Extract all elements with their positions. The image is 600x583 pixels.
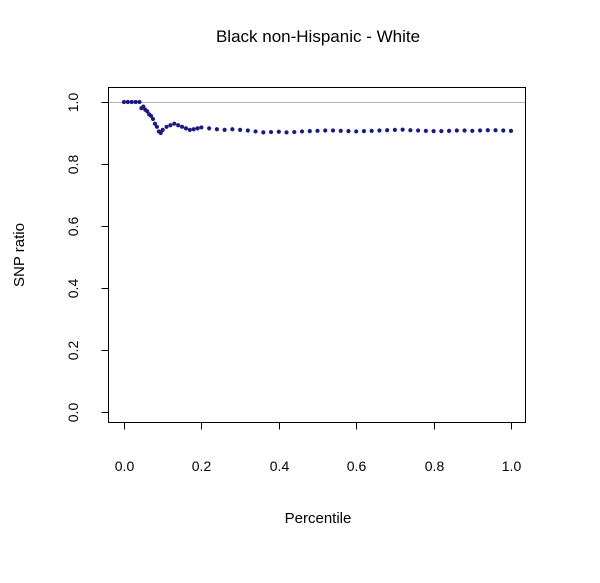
data-point: [207, 126, 212, 131]
data-point: [462, 128, 467, 133]
data-point: [392, 127, 397, 132]
data-point: [261, 130, 266, 135]
data-point: [152, 121, 158, 126]
data-point: [137, 99, 142, 105]
data-point: [238, 127, 243, 132]
data-point: [168, 123, 173, 128]
data-point: [253, 129, 258, 134]
y-axis-title: SNP ratio: [11, 223, 28, 287]
data-point: [195, 126, 200, 131]
data-point: [187, 127, 192, 132]
data-point: [284, 130, 289, 135]
data-point: [214, 127, 219, 132]
data-point: [222, 127, 227, 132]
data-point: [431, 129, 436, 134]
data-point: [477, 128, 483, 133]
data-point: [439, 129, 444, 134]
y-tick-label: 0.6: [65, 217, 81, 237]
data-point: [446, 128, 452, 133]
y-axis: 0.0 0.2 0.4 0.6 0.8 1.0: [65, 93, 109, 423]
x-tick-label: 0.4: [270, 458, 290, 474]
data-point: [191, 127, 196, 132]
y-tick-label: 1.0: [65, 93, 81, 113]
data-point: [299, 129, 305, 134]
data-point: [164, 124, 169, 129]
data-point: [493, 128, 498, 133]
data-point: [354, 129, 359, 134]
data-point: [307, 129, 312, 134]
data-point: [416, 128, 421, 133]
x-axis-title: Percentile: [285, 510, 352, 527]
x-tick-label: 0.6: [347, 458, 367, 474]
data-point: [125, 99, 130, 105]
data-point: [323, 128, 328, 133]
data-point: [199, 125, 204, 130]
data-point: [158, 130, 163, 136]
data-point: [485, 128, 490, 133]
data-point: [338, 128, 343, 133]
chart-title: Black non-Hispanic - White: [216, 27, 420, 46]
y-tick-label: 0.8: [65, 155, 81, 175]
data-point: [172, 121, 177, 126]
data-point: [385, 128, 390, 133]
data-point: [121, 99, 127, 105]
data-point: [330, 128, 336, 133]
data-point: [315, 128, 320, 133]
data-point: [129, 99, 134, 105]
y-tick-label: 0.4: [65, 279, 81, 299]
data-point: [141, 104, 146, 109]
data-point: [369, 128, 374, 133]
data-point: [145, 109, 150, 114]
data-point: [268, 129, 274, 135]
data-point: [176, 123, 181, 128]
plot-frame: [108, 87, 526, 423]
data-point: [245, 128, 250, 133]
data-point: [179, 124, 185, 129]
data-point: [508, 128, 514, 133]
y-tick-label: 0.0: [65, 403, 81, 423]
data-point: [160, 127, 165, 132]
data-point: [408, 128, 413, 133]
data-point: [154, 124, 159, 129]
data-point: [183, 126, 189, 131]
x-tick-label: 0.8: [425, 458, 445, 474]
data-point: [276, 129, 281, 134]
data-point: [400, 127, 405, 132]
data-point: [470, 128, 475, 133]
data-point: [377, 128, 382, 133]
x-tick-label: 0.0: [115, 458, 135, 474]
data-point: [150, 116, 156, 122]
data-point: [454, 128, 459, 133]
data-point: [501, 128, 506, 133]
data-point: [423, 128, 428, 133]
data-point: [133, 99, 138, 105]
data-points: [121, 99, 514, 136]
x-tick-label: 1.0: [502, 458, 522, 474]
y-tick-label: 0.2: [65, 341, 81, 361]
data-point: [148, 113, 154, 119]
data-point: [292, 129, 297, 135]
data-point: [346, 129, 351, 134]
x-tick-label: 0.2: [192, 458, 212, 474]
data-point: [230, 127, 235, 132]
x-axis: 0.0 0.2 0.4 0.6 0.8 1.0: [115, 422, 522, 474]
data-point: [361, 129, 367, 134]
